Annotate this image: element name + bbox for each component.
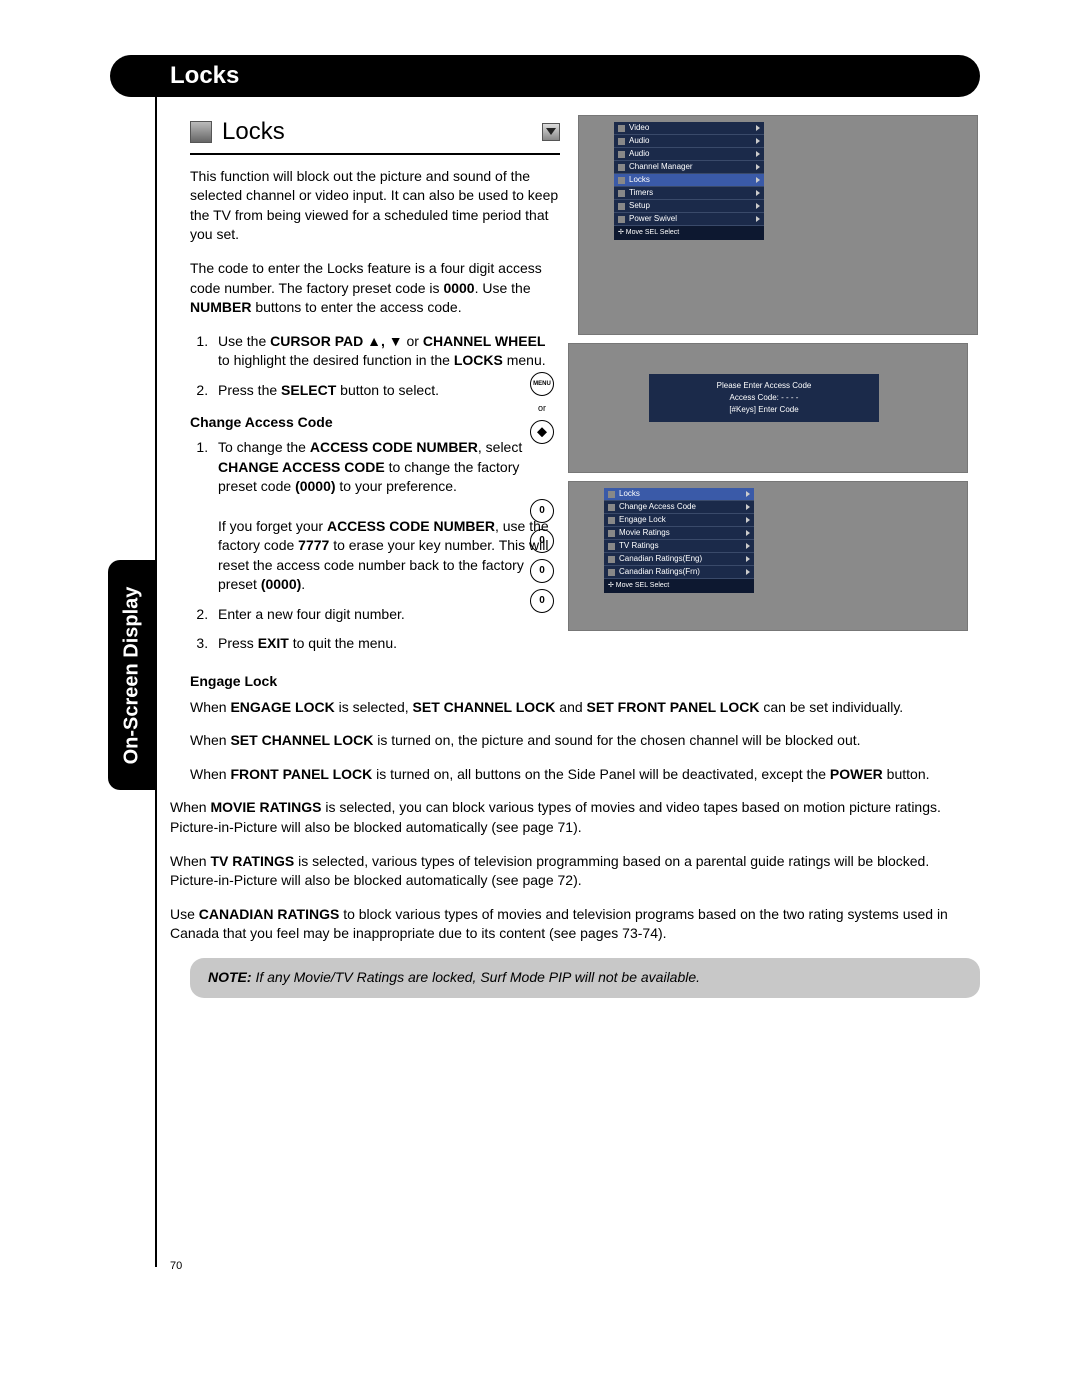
intro-paragraph-1: This function will block out the picture… <box>190 167 560 245</box>
osd-menu-item: Power Swivel <box>614 213 764 226</box>
tv-screen-main-menu: VideoAudioAudioChannel ManagerLocksTimer… <box>578 115 978 335</box>
access-code-dialog: Please Enter Access Code Access Code: - … <box>649 374 879 422</box>
ratings-para-3: Use CANADIAN RATINGS to block various ty… <box>170 905 980 944</box>
osd-menu-item: Channel Manager <box>614 161 764 174</box>
osd-hint: ✢ Move SEL Select <box>614 226 764 240</box>
osd-menu-item: Timers <box>614 187 764 200</box>
intro-paragraph-2: The code to enter the Locks feature is a… <box>190 259 560 318</box>
engage-para-2: When SET CHANNEL LOCK is turned on, the … <box>190 731 980 751</box>
zero-button: 0 <box>530 499 554 523</box>
ratings-para-1: When MOVIE RATINGS is selected, you can … <box>170 798 980 837</box>
step-2: Press the SELECT button to select. <box>212 381 560 401</box>
page-number: 70 <box>170 1260 182 1272</box>
zero-button: 0 <box>530 529 554 553</box>
tv-screen-access-code: Please Enter Access Code Access Code: - … <box>568 343 968 473</box>
change-step-2: Enter a new four digit number. <box>212 605 560 625</box>
osd-menu-item: Setup <box>614 200 764 213</box>
osd-menu-item: Engage Lock <box>604 514 754 527</box>
subheader-bar: Locks <box>190 115 560 155</box>
menu-button: MENU <box>530 372 554 396</box>
osd-menu-item: Canadian Ratings(Eng) <box>604 553 754 566</box>
engage-para-3: When FRONT PANEL LOCK is turned on, all … <box>190 765 980 785</box>
cursor-pad-button <box>530 420 554 444</box>
osd-menu-item: Video <box>614 122 764 135</box>
osd-menu-item: Canadian Ratings(Frn) <box>604 566 754 579</box>
osd-menu-item: Movie Ratings <box>604 527 754 540</box>
zero-button: 0 <box>530 589 554 613</box>
remote-buttons-row-2: 0 0 0 0 LocksChange Access CodeEngage Lo… <box>530 481 978 631</box>
osd-menu-item: TV Ratings <box>604 540 754 553</box>
subheader-title: Locks <box>222 115 285 149</box>
change-step-1: To change the ACCESS CODE NUMBER, select… <box>212 438 560 595</box>
osd-hint: ✢ Move SEL Select <box>604 579 754 593</box>
step-1: Use the CURSOR PAD ▲, ▼ or CHANNEL WHEEL… <box>212 332 560 371</box>
engage-lock-heading: Engage Lock <box>190 672 980 692</box>
header-title: Locks <box>170 62 239 90</box>
ratings-para-2: When TV RATINGS is selected, various typ… <box>170 852 980 891</box>
osd-menu-item: Locks <box>614 174 764 187</box>
remote-buttons-row-1: MENU or Please Enter Access Code Access … <box>530 343 978 473</box>
osd-menu-item: Change Access Code <box>604 501 754 514</box>
note-callout: NOTE: If any Movie/TV Ratings are locked… <box>190 958 980 998</box>
osd-menu-item: Audio <box>614 148 764 161</box>
osd-menu-item: Audio <box>614 135 764 148</box>
chevron-down-icon <box>542 123 560 141</box>
change-code-list: To change the ACCESS CODE NUMBER, select… <box>212 438 560 654</box>
change-access-code-heading: Change Access Code <box>190 413 560 433</box>
zero-button: 0 <box>530 559 554 583</box>
side-tab: On-Screen Display <box>108 560 156 790</box>
engage-para-1: When ENGAGE LOCK is selected, SET CHANNE… <box>190 698 980 718</box>
subheader-icon <box>190 121 212 143</box>
side-tab-label: On-Screen Display <box>121 586 144 764</box>
section-header: Locks <box>110 55 980 97</box>
osd-menu-item: Locks <box>604 488 754 501</box>
steps-list: Use the CURSOR PAD ▲, ▼ or CHANNEL WHEEL… <box>212 332 560 401</box>
or-label: or <box>538 402 546 415</box>
change-step-3: Press EXIT to quit the menu. <box>212 634 560 654</box>
tv-screen-locks-menu: LocksChange Access CodeEngage LockMovie … <box>568 481 968 631</box>
